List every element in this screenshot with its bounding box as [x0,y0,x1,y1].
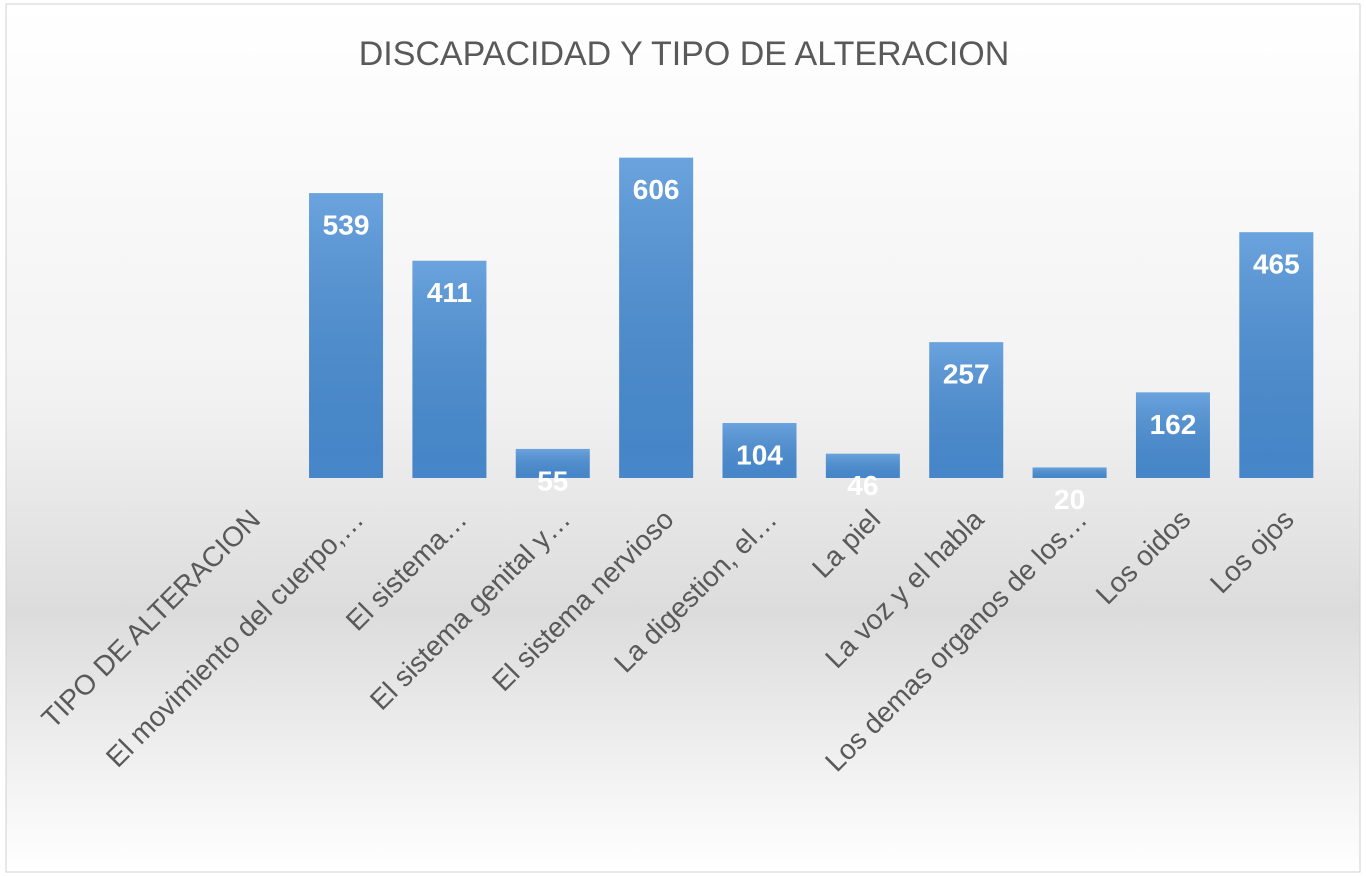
bar-sheen [515,448,590,478]
bar-sheen [309,193,384,478]
bar-sheen [1032,467,1107,478]
chart-title: DISCAPACIDAD Y TIPO DE ALTERACION [359,35,1010,73]
data-label: 104 [736,439,783,470]
bar-sheen [929,342,1004,478]
data-label: 20 [1054,484,1085,515]
bar-sheen [619,157,694,478]
bar-sheen [825,453,900,478]
data-label: 539 [323,209,370,240]
bar-sheen [1239,232,1314,478]
data-label: 465 [1253,249,1300,280]
data-label: 606 [633,174,680,205]
bar-sheen [722,423,797,478]
bar-sheen [412,260,487,478]
data-label: 46 [847,470,878,501]
data-label: 257 [943,359,990,390]
data-label: 55 [537,465,568,496]
data-label: 162 [1150,409,1197,440]
bar-sheen [1135,392,1210,478]
data-label: 411 [427,277,472,308]
